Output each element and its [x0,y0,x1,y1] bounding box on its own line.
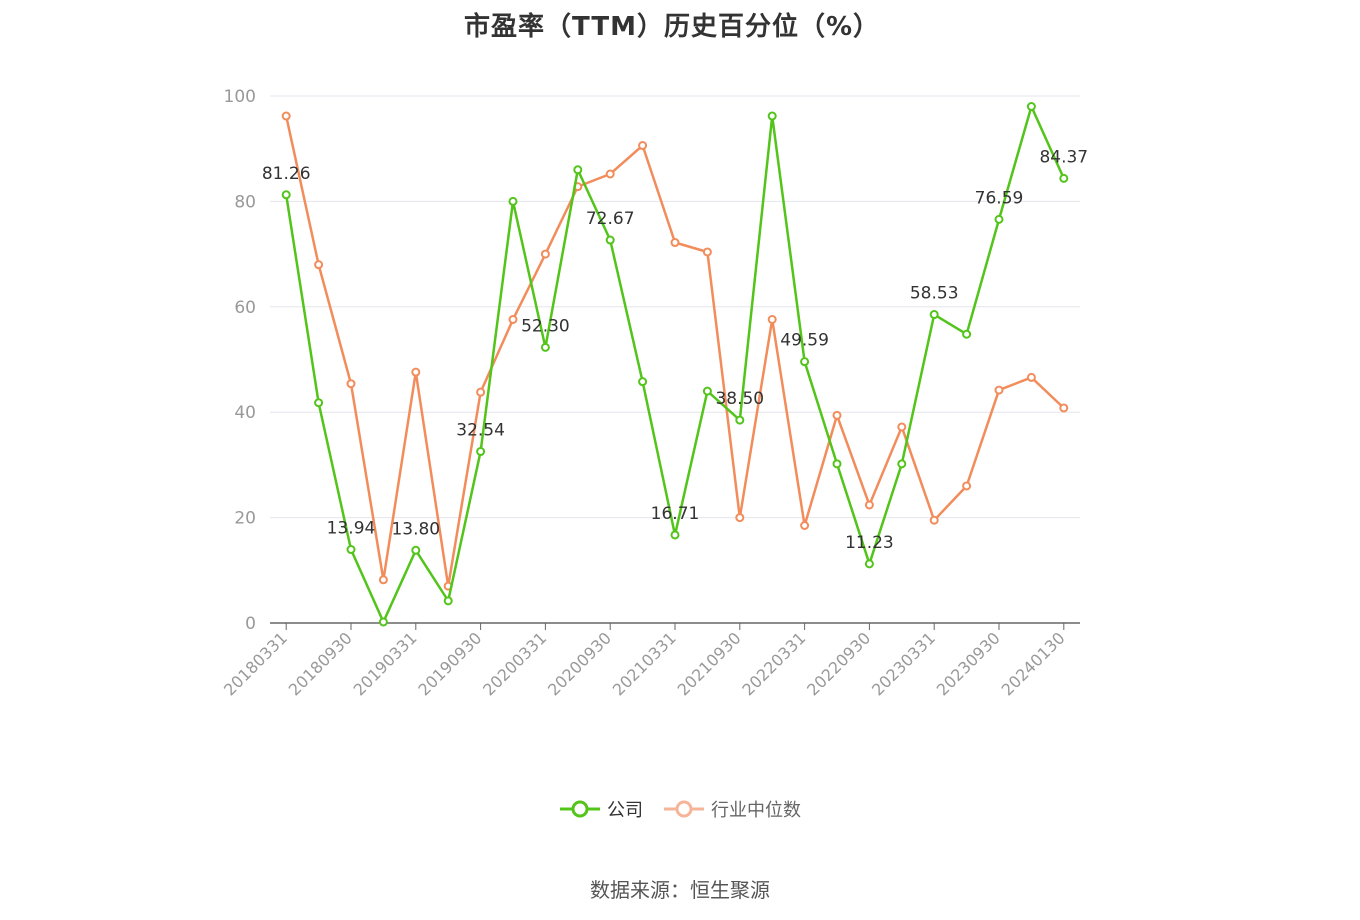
data-point-company[interactable] [670,530,680,540]
data-point-industry[interactable] [1059,403,1069,413]
data-label: 76.59 [975,188,1024,208]
data-point-industry[interactable] [1026,372,1036,382]
x-tick-label: 20180930 [285,628,356,699]
data-point-industry[interactable] [638,141,648,151]
data-label: 11.23 [845,533,894,553]
data-point-industry[interactable] [767,314,777,324]
data-point-company[interactable] [962,329,972,339]
data-point-industry[interactable] [540,249,550,259]
x-tick-label: 20180331 [220,628,291,699]
legend-label-company: 公司 [607,800,643,821]
data-point-industry[interactable] [314,260,324,270]
data-point-company[interactable] [573,165,583,175]
y-tick-label: 80 [234,192,256,212]
legend-item-industry[interactable]: 行业中位数 [663,796,801,822]
x-tick-label: 20200331 [479,628,550,699]
data-point-industry[interactable] [994,385,1004,395]
legend-label-industry: 行业中位数 [711,800,801,821]
x-tick-label: 20220331 [738,628,809,699]
x-tick-label: 20230930 [933,628,1004,699]
x-tick-label: 20190331 [350,628,421,699]
data-point-industry[interactable] [670,238,680,248]
data-point-company[interactable] [540,342,550,352]
data-point-company[interactable] [638,377,648,387]
data-point-company[interactable] [702,386,712,396]
data-point-company[interactable] [476,447,486,457]
data-point-company[interactable] [443,596,453,606]
data-point-industry[interactable] [735,513,745,523]
series-line-company [284,105,1065,624]
data-point-industry[interactable] [605,169,615,179]
data-label: 52.30 [521,316,570,336]
data-point-company[interactable] [994,214,1004,224]
data-point-company[interactable] [800,357,810,367]
x-tick-label: 20230331 [868,628,939,699]
legend-industry-marker-icon [664,800,704,818]
x-tick-label: 20220930 [803,628,874,699]
data-label: 32.54 [456,421,505,441]
data-label: 38.50 [715,389,764,409]
data-point-industry[interactable] [702,247,712,257]
data-point-company[interactable] [605,235,615,245]
legend-company-marker-icon [560,800,600,818]
data-point-company[interactable] [378,617,388,627]
data-label: 81.26 [262,164,311,184]
data-point-industry[interactable] [346,379,356,389]
data-point-industry[interactable] [508,314,518,324]
y-tick-label: 100 [224,87,256,107]
data-point-company[interactable] [897,459,907,469]
data-label: 13.94 [327,519,376,539]
data-label: 13.80 [391,519,440,539]
data-point-company[interactable] [281,190,291,200]
legend-item-company[interactable]: 公司 [559,796,643,822]
data-point-company[interactable] [314,398,324,408]
y-tick-label: 60 [234,298,256,318]
data-point-industry[interactable] [281,111,291,121]
data-point-industry[interactable] [962,481,972,491]
data-label: 58.53 [910,284,959,304]
data-point-industry[interactable] [897,422,907,432]
data-point-industry[interactable] [800,521,810,531]
data-label: 72.67 [586,209,635,229]
data-point-industry[interactable] [476,387,486,397]
chart-title: 市盈率（TTM）历史百分位（%） [464,12,880,42]
x-tick-label: 20200930 [544,628,615,699]
x-tick-label: 20210331 [609,628,680,699]
data-point-industry[interactable] [411,367,421,377]
data-point-company[interactable] [767,111,777,121]
data-point-company[interactable] [735,415,745,425]
data-point-company[interactable] [929,310,939,320]
data-point-industry[interactable] [929,515,939,525]
line-chart: 0 20 40 60 80 100 2018033120180930201903312019… [220,87,1088,699]
x-tick-label: 20240130 [998,628,1069,699]
data-point-industry[interactable] [378,575,388,585]
data-point-company[interactable] [411,545,421,555]
data-label: 84.37 [1039,147,1088,167]
data-point-company[interactable] [1059,173,1069,183]
data-point-company[interactable] [346,545,356,555]
data-point-company[interactable] [864,559,874,569]
x-tick-label: 20190930 [414,628,485,699]
chart-legend: 公司 行业中位数 [0,796,1360,822]
data-point-industry[interactable] [832,410,842,420]
data-label: 49.59 [780,331,829,351]
y-tick-label: 0 [245,614,256,634]
data-point-company[interactable] [508,196,518,206]
data-source: 数据来源：恒生聚源 [590,878,770,902]
x-tick-label: 20210930 [674,628,745,699]
data-point-company[interactable] [832,459,842,469]
y-tick-label: 20 [234,509,256,529]
y-tick-label: 40 [234,403,256,423]
data-label: 16.71 [651,504,700,524]
data-point-industry[interactable] [864,500,874,510]
data-point-company[interactable] [1026,102,1036,112]
